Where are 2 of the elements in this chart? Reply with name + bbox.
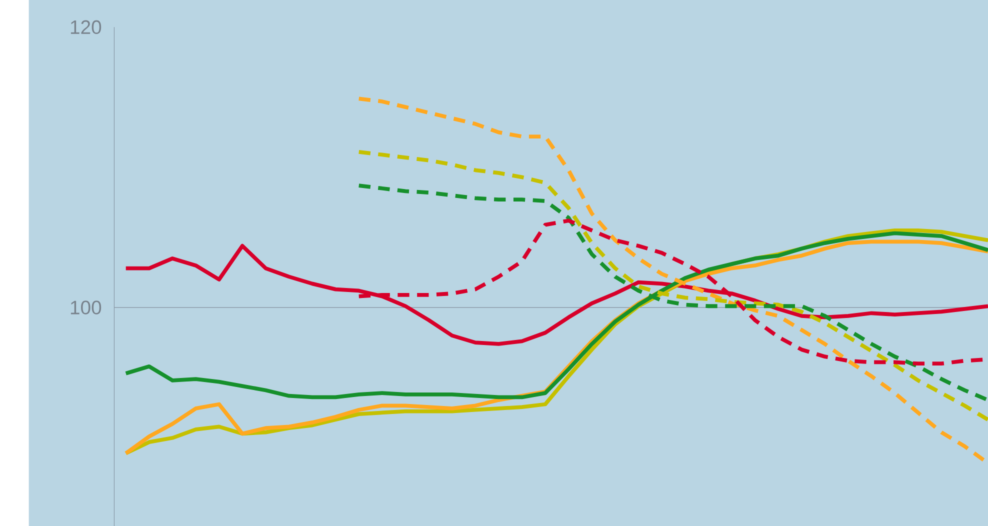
y-tick-label: 120 xyxy=(70,20,102,34)
y-tick-label: 100 xyxy=(70,300,102,314)
